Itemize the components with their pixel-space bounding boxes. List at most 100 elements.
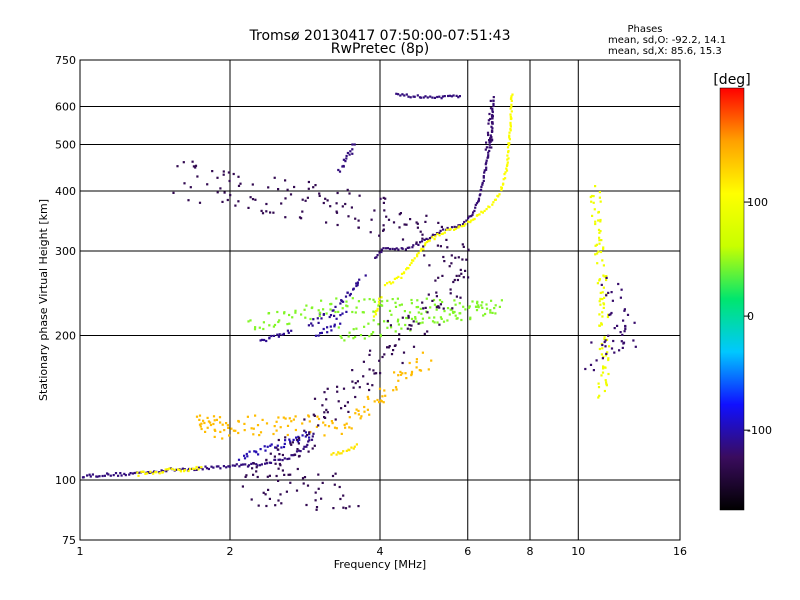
echo-point [451, 307, 454, 310]
echo-point [406, 246, 409, 249]
echo-point [325, 312, 328, 315]
echo-point [340, 299, 343, 303]
echo-point [376, 309, 379, 312]
echo-point [295, 450, 299, 453]
echo-point [489, 137, 492, 140]
echo-point [320, 497, 323, 500]
echo-point [597, 396, 600, 399]
echo-point [275, 474, 278, 478]
echo-point [425, 237, 428, 240]
echo-point [216, 176, 219, 179]
echo-point [388, 247, 392, 251]
echo-point [350, 427, 353, 430]
echo-point [401, 93, 404, 96]
echo-point [335, 211, 339, 214]
echo-point [594, 220, 597, 223]
echo-point [294, 309, 297, 312]
echo-point [409, 328, 412, 331]
echo-point [205, 467, 209, 470]
echo-point [344, 426, 347, 429]
echo-point [288, 322, 291, 325]
echo-point [206, 416, 209, 419]
x-tick-label: 2 [227, 545, 234, 558]
echo-point [349, 150, 352, 153]
echo-point [354, 217, 357, 220]
echo-point [462, 276, 465, 279]
echo-point [436, 244, 439, 247]
echo-point [435, 291, 438, 294]
echo-point [417, 243, 420, 246]
echo-point [399, 370, 402, 373]
echo-point [424, 220, 427, 223]
echo-point [413, 95, 416, 98]
echo-point [354, 412, 357, 415]
echo-point [634, 345, 637, 348]
echo-point [446, 307, 450, 310]
echo-point [421, 301, 424, 304]
echo-point [429, 306, 432, 309]
echo-point [279, 426, 282, 429]
echo-point [182, 161, 185, 164]
echo-point [293, 185, 296, 189]
echo-point [425, 214, 428, 217]
echo-point [361, 311, 364, 314]
y-tick-label: 400 [55, 185, 76, 198]
echo-point [509, 129, 512, 132]
echo-point [509, 121, 512, 124]
echo-point [421, 233, 424, 236]
echo-point [282, 332, 285, 335]
echo-point [485, 159, 488, 162]
echo-point [478, 213, 481, 216]
echo-point [407, 95, 410, 98]
echo-point [412, 345, 416, 348]
echo-point [599, 297, 602, 300]
echo-point [255, 470, 258, 473]
echo-point [468, 215, 471, 218]
echo-point [290, 443, 293, 446]
echo-point [254, 326, 257, 329]
echo-point [621, 333, 624, 336]
echo-point [450, 254, 453, 257]
echo-point [420, 312, 423, 315]
echo-point [423, 244, 427, 247]
echo-point [326, 387, 329, 390]
echo-point [357, 300, 360, 303]
echo-point [338, 452, 341, 455]
echo-point [410, 372, 413, 375]
echo-point [475, 309, 479, 312]
echo-point [455, 94, 458, 97]
echo-point [622, 341, 626, 344]
echo-point [408, 311, 412, 314]
echo-point [373, 372, 376, 375]
echo-point [371, 384, 374, 387]
echo-point [623, 308, 626, 311]
echo-point [600, 322, 603, 325]
echo-point [469, 318, 472, 321]
echo-point [381, 304, 384, 307]
echo-point [398, 213, 401, 216]
echo-point [164, 468, 167, 471]
echo-point [400, 272, 404, 275]
echo-point [173, 468, 176, 471]
echo-point [312, 186, 315, 189]
echo-point [286, 329, 289, 332]
echo-point [390, 353, 394, 356]
echo-point [377, 323, 380, 326]
echo-point [388, 280, 391, 284]
echo-point [422, 245, 425, 248]
echo-point [487, 119, 490, 122]
echo-point [598, 279, 601, 282]
echo-point [427, 238, 430, 241]
echo-point [494, 198, 497, 201]
echo-point [434, 235, 437, 238]
echo-point [257, 453, 260, 456]
echo-point [409, 218, 412, 221]
echo-point [433, 316, 436, 319]
echo-point [331, 474, 335, 478]
echo-point [305, 304, 308, 307]
echo-point [333, 314, 336, 317]
echo-point [358, 278, 361, 281]
echo-point [470, 215, 473, 218]
echo-point [446, 226, 449, 230]
echo-point [510, 117, 513, 120]
